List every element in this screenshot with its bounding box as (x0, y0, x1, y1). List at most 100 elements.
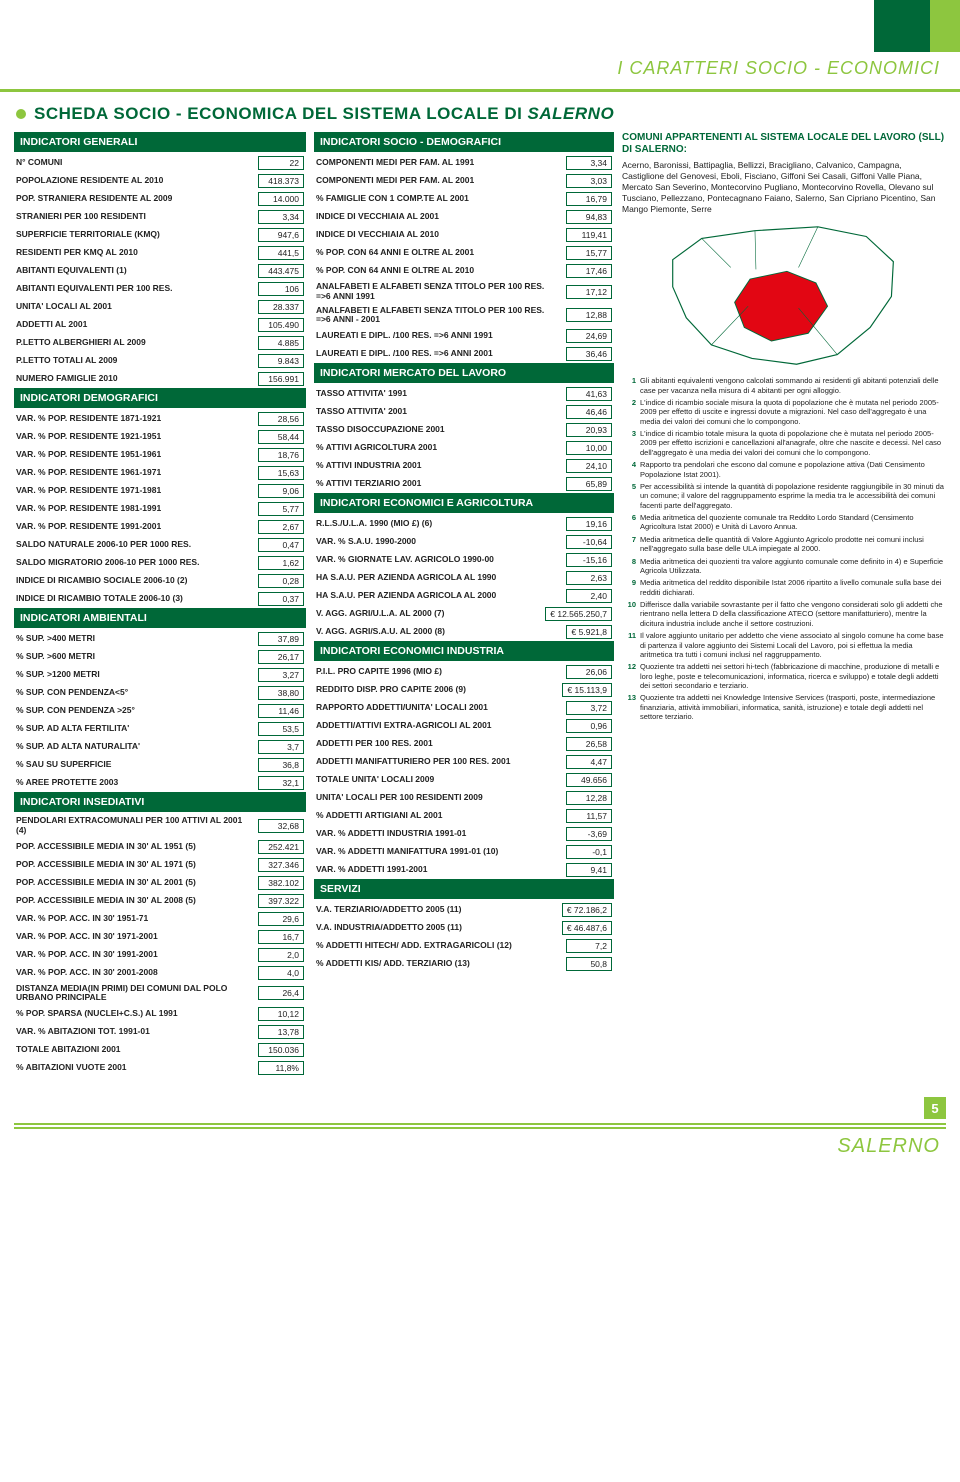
note-number: 1 (622, 376, 636, 395)
main-title-row: SCHEDA SOCIO - ECONOMICA DEL SISTEMA LOC… (0, 104, 960, 132)
insediativi-row: VAR. % POP. ACC. IN 30' 1951-71 29,6 (14, 910, 306, 928)
lavoro-label: % ATTIVI TERZIARIO 2001 (316, 479, 560, 489)
servizi-value: € 72.186,2 (562, 903, 612, 917)
industria-value: -3,69 (566, 827, 612, 841)
generali-label: POPOLAZIONE RESIDENTE AL 2010 (16, 176, 252, 186)
note-item: 4 Rapporto tra pendolari che escono dal … (622, 460, 946, 479)
sociodemo-label: % POP. CON 64 ANNI E OLTRE AL 2010 (316, 266, 560, 276)
ambientali-label: % SUP. AD ALTA FERTILITA' (16, 724, 252, 734)
note-number: 7 (622, 535, 636, 554)
insediativi-label: VAR. % ABITAZIONI TOT. 1991-01 (16, 1027, 252, 1037)
generali-label: P.LETTO TOTALI AL 2009 (16, 356, 252, 366)
note-text: Per accessibilità si intende la quantità… (640, 482, 946, 510)
generali-row: UNITA' LOCALI AL 2001 28.337 (14, 298, 306, 316)
demografici-row: INDICE DI RICAMBIO TOTALE 2006-10 (3) 0,… (14, 590, 306, 608)
note-number: 11 (622, 631, 636, 659)
generali-row: P.LETTO TOTALI AL 2009 9.843 (14, 352, 306, 370)
insediativi-label: VAR. % POP. ACC. IN 30' 1991-2001 (16, 950, 252, 960)
page-number: 5 (924, 1097, 946, 1119)
agricoltura-header: INDICATORI ECONOMICI E AGRICOLTURA (314, 493, 614, 513)
note-text: Differisce dalla variabile sovrastante p… (640, 600, 946, 628)
demografici-row: INDICE DI RICAMBIO SOCIALE 2006-10 (2) 0… (14, 572, 306, 590)
sociodemo-value: 24,69 (566, 329, 612, 343)
insediativi-value: 32,68 (258, 819, 304, 833)
generali-label: N° COMUNI (16, 158, 252, 168)
insediativi-row: VAR. % POP. ACC. IN 30' 2001-2008 4,0 (14, 964, 306, 982)
note-text: Media aritmetica del quoziente comunale … (640, 513, 946, 532)
servizi-row: % ADDETTI HITECH/ ADD. EXTRAGARICOLI (12… (314, 937, 614, 955)
accent-dark (874, 0, 930, 52)
lavoro-row: TASSO ATTIVITA' 1991 41,63 (314, 385, 614, 403)
generali-value: 106 (258, 282, 304, 296)
industria-value: 12,28 (566, 791, 612, 805)
demografici-value: 18,76 (258, 448, 304, 462)
ambientali-label: % SUP. >400 METRI (16, 634, 252, 644)
demografici-row: VAR. % POP. RESIDENTE 1971-1981 9,06 (14, 482, 306, 500)
ambientali-value: 32,1 (258, 776, 304, 790)
demografici-label: VAR. % POP. RESIDENTE 1871-1921 (16, 414, 252, 424)
ambientali-row: % SAU SU SUPERFICIE 36,8 (14, 756, 306, 774)
insediativi-value: 252.421 (258, 840, 304, 854)
industria-value: 26,58 (566, 737, 612, 751)
note-number: 9 (622, 578, 636, 597)
agricoltura-row: V. AGG. AGRI/U.L.A. AL 2000 (7) € 12.565… (314, 605, 614, 623)
generali-row: NUMERO FAMIGLIE 2010 156.991 (14, 370, 306, 388)
agricoltura-row: VAR. % S.A.U. 1990-2000 -10,64 (314, 533, 614, 551)
sociodemo-row: ANALFABETI E ALFABETI SENZA TITOLO PER 1… (314, 280, 614, 304)
title-city: SALERNO (528, 104, 615, 123)
generali-label: ABITANTI EQUIVALENTI PER 100 RES. (16, 284, 252, 294)
generali-header: INDICATORI GENERALI (14, 132, 306, 152)
generali-label: ADDETTI AL 2001 (16, 320, 252, 330)
industria-value: 4,47 (566, 755, 612, 769)
ambientali-value: 3,7 (258, 740, 304, 754)
insediativi-value: 150.036 (258, 1043, 304, 1057)
note-text: Quoziente tra addetti nei settori hi-tec… (640, 662, 946, 690)
insediativi-label: % ABITAZIONI VUOTE 2001 (16, 1063, 252, 1073)
note-text: Il valore aggiunto unitario per addetto … (640, 631, 946, 659)
sociodemo-value: 16,79 (566, 192, 612, 206)
note-number: 6 (622, 513, 636, 532)
industria-row: VAR. % ADDETTI 1991-2001 9,41 (314, 861, 614, 879)
agricoltura-row: R.L.S./U.L.A. 1990 (MIO £) (6) 19,16 (314, 515, 614, 533)
footer-city: SALERNO (837, 1133, 960, 1155)
servizi-label: V.A. TERZIARIO/ADDETTO 2005 (11) (316, 905, 556, 915)
demografici-label: VAR. % POP. RESIDENTE 1961-1971 (16, 468, 252, 478)
insediativi-label: POP. ACCESSIBILE MEDIA IN 30' AL 2008 (5… (16, 896, 252, 906)
demografici-row: SALDO MIGRATORIO 2006-10 PER 1000 RES. 1… (14, 554, 306, 572)
demografici-row: VAR. % POP. RESIDENTE 1921-1951 58,44 (14, 428, 306, 446)
industria-row: TOTALE UNITA' LOCALI 2009 49.656 (314, 771, 614, 789)
lavoro-row: % ATTIVI AGRICOLTURA 2001 10,00 (314, 439, 614, 457)
lavoro-label: % ATTIVI INDUSTRIA 2001 (316, 461, 560, 471)
insediativi-label: VAR. % POP. ACC. IN 30' 2001-2008 (16, 968, 252, 978)
demografici-value: 0,37 (258, 592, 304, 606)
servizi-label: % ADDETTI KIS/ ADD. TERZIARIO (13) (316, 959, 560, 969)
generali-row: POP. STRANIERA RESIDENTE AL 2009 14.000 (14, 190, 306, 208)
note-number: 13 (622, 693, 636, 721)
insediativi-label: % POP. SPARSA (NUCLEI+C.S.) AL 1991 (16, 1009, 252, 1019)
industria-label: VAR. % ADDETTI MANIFATTURA 1991-01 (10) (316, 847, 560, 857)
demografici-label: VAR. % POP. RESIDENTE 1971-1981 (16, 486, 252, 496)
demografici-value: 58,44 (258, 430, 304, 444)
top-accent (0, 0, 960, 52)
lavoro-row: TASSO DISOCCUPAZIONE 2001 20,93 (314, 421, 614, 439)
generali-row: ABITANTI EQUIVALENTI PER 100 RES. 106 (14, 280, 306, 298)
ambientali-row: % SUP. >1200 METRI 3,27 (14, 666, 306, 684)
ambientali-label: % SUP. >1200 METRI (16, 670, 252, 680)
insediativi-value: 10,12 (258, 1007, 304, 1021)
generali-value: 22 (258, 156, 304, 170)
ambientali-value: 26,17 (258, 650, 304, 664)
lavoro-value: 41,63 (566, 387, 612, 401)
agricoltura-value: € 5.921,8 (566, 625, 612, 639)
lavoro-label: % ATTIVI AGRICOLTURA 2001 (316, 443, 560, 453)
generali-value: 3,34 (258, 210, 304, 224)
industria-row: ADDETTI MANIFATTURIERO PER 100 RES. 2001… (314, 753, 614, 771)
generali-label: STRANIERI PER 100 RESIDENTI (16, 212, 252, 222)
insediativi-row: POP. ACCESSIBILE MEDIA IN 30' AL 1951 (5… (14, 838, 306, 856)
sociodemo-label: INDICE DI VECCHIAIA AL 2001 (316, 212, 560, 222)
lavoro-value: 10,00 (566, 441, 612, 455)
sociodemo-label: LAUREATI E DIPL. /100 RES. =>6 ANNI 1991 (316, 331, 560, 341)
ambientali-value: 53,5 (258, 722, 304, 736)
accent-light (930, 0, 960, 52)
industria-row: REDDITO DISP. PRO CAPITE 2006 (9) € 15.1… (314, 681, 614, 699)
generali-label: RESIDENTI PER KMQ AL 2010 (16, 248, 252, 258)
